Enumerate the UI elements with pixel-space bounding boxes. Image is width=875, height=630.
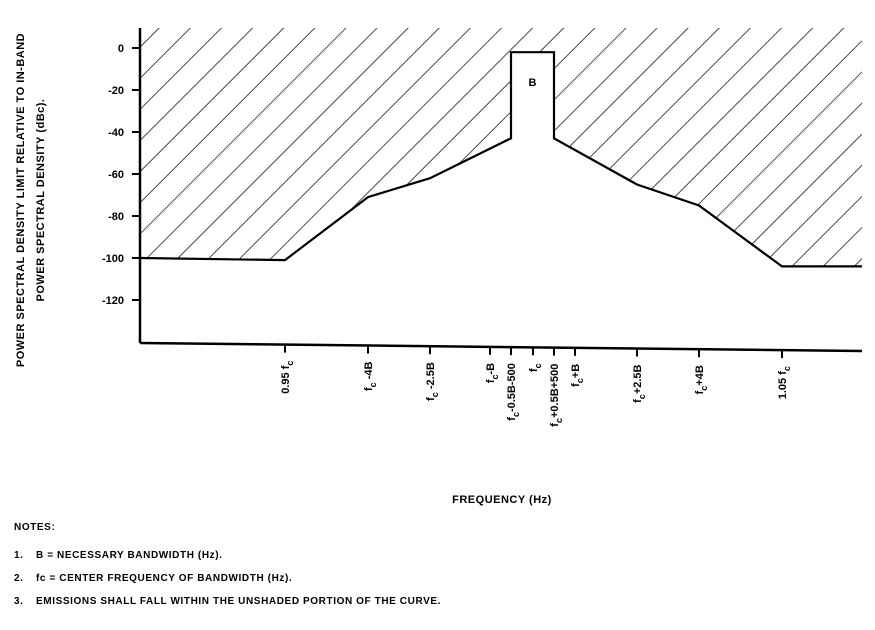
note-text: B = NECESSARY BANDWIDTH (Hz). [36, 550, 223, 561]
note-number: 2. [14, 573, 24, 584]
x-tick-label: fc -4B [363, 361, 378, 391]
notes-title: NOTES: [14, 522, 56, 533]
note-text: EMISSIONS SHALL FALL WITHIN THE UNSHADED… [36, 596, 441, 607]
x-tick-label: fc [528, 363, 543, 372]
note-number: 3. [14, 596, 24, 607]
y-tick-label: -60 [108, 169, 124, 181]
y-axis-title-line1: POWER SPECTRAL DENSITY LIMIT RELATIVE TO… [15, 33, 27, 367]
y-axis-title-line2: POWER SPECTRAL DENSITY (dBc). [35, 99, 47, 302]
note-item: 3. EMISSIONS SHALL FALL WITHIN THE UNSHA… [14, 596, 854, 607]
x-axis-title: FREQUENCY (Hz) [452, 494, 552, 506]
shaded-region [140, 28, 862, 267]
y-tick-label: -120 [102, 295, 124, 307]
x-tick-label: fc -2.5B [425, 362, 440, 401]
x-tick-label: fc-0.5B-500 [506, 363, 521, 421]
note-item: 1. B = NECESSARY BANDWIDTH (Hz). [14, 550, 854, 561]
note-text: fc = CENTER FREQUENCY OF BANDWIDTH (Hz). [36, 573, 293, 584]
in-band-label: B [529, 77, 537, 89]
note-item: 2. fc = CENTER FREQUENCY OF BANDWIDTH (H… [14, 573, 854, 584]
x-axis [139, 341, 863, 353]
x-tick-label: fc+0.5B+500 [549, 364, 564, 427]
y-tick-label: -20 [108, 85, 124, 97]
x-tick-label: fc+4B [694, 365, 709, 394]
x-tick-label: fc-B [485, 363, 500, 383]
x-tick-label: fc+B [570, 364, 585, 387]
x-tick-label: fc+2.5B [632, 364, 647, 402]
x-tick-label: 0.95 fc [280, 361, 295, 394]
x-tick-label: 1.05 fc [777, 366, 792, 399]
y-tick-label: -80 [108, 211, 124, 223]
note-number: 1. [14, 550, 24, 561]
limit-curve-series [139, 51, 862, 268]
y-tick-label: 0 [118, 43, 124, 55]
y-tick-label: -100 [102, 253, 124, 265]
y-tick-label: -40 [108, 127, 124, 139]
notes: NOTES: 1. B = NECESSARY BANDWIDTH (Hz). … [14, 522, 854, 619]
